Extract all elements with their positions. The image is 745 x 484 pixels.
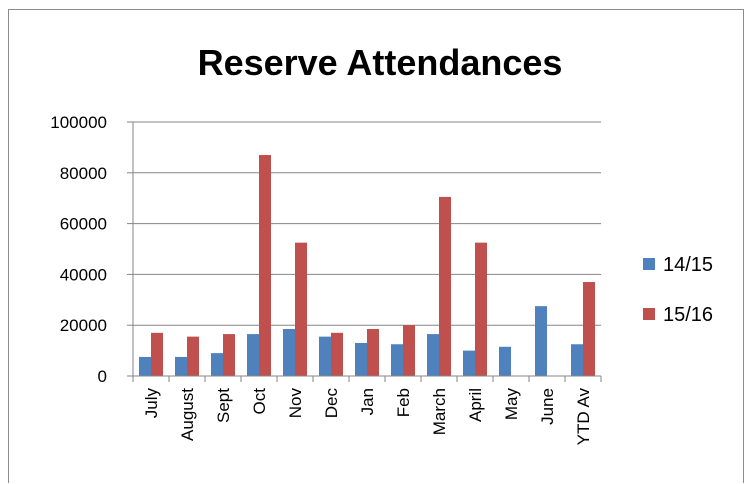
axes: [132, 122, 602, 382]
chart-frame: [8, 9, 744, 483]
bar-series1: [391, 344, 403, 376]
legend-label: 15/16: [663, 304, 713, 326]
bar-series2: [259, 155, 271, 376]
bar-series2: [151, 332, 163, 376]
bar-series1: [499, 346, 511, 376]
legend-swatch: [643, 308, 655, 320]
x-category-label: March: [430, 388, 449, 435]
bar-series2: [187, 336, 199, 376]
y-tick-label: 0: [98, 367, 107, 386]
bar-series1: [175, 356, 187, 376]
x-category-label: July: [142, 388, 161, 419]
x-category-label: Feb: [394, 388, 413, 417]
bar-series2: [475, 242, 487, 376]
bar-series2: [223, 334, 235, 376]
x-category-label: Nov: [286, 388, 305, 419]
legend-label: 14/15: [663, 254, 713, 276]
bar-series2: [295, 242, 307, 376]
x-category-label: Jan: [358, 388, 377, 415]
bars: [139, 155, 595, 376]
bar-series2: [403, 325, 415, 376]
x-category-label: August: [178, 388, 197, 441]
bar-series1: [355, 342, 367, 376]
bar-series2: [583, 282, 595, 376]
x-category-label: May: [502, 388, 521, 421]
x-category-label: Dec: [322, 388, 341, 419]
y-tick-label: 40000: [60, 265, 107, 284]
y-tick-label: 100000: [50, 113, 107, 132]
y-tick-label: 60000: [60, 215, 107, 234]
x-axis-labels: July August Sept Oct Nov Dec Jan Feb March April M…: [142, 388, 593, 446]
bar-series1: [463, 350, 475, 376]
y-tick-label: 80000: [60, 164, 107, 183]
bar-series1: [139, 356, 151, 376]
bar-series1: [283, 329, 295, 376]
x-category-label: Oct: [250, 388, 269, 415]
chart-title: Reserve Attendances: [198, 42, 563, 83]
bar-series1: [571, 344, 583, 376]
bar-series1: [535, 306, 547, 376]
bar-series2: [367, 329, 379, 376]
bar-series2: [331, 332, 343, 376]
legend-swatch: [643, 258, 655, 270]
x-category-label: April: [466, 388, 485, 422]
y-axis-ticks: 0 20000 40000 60000 80000 100000: [50, 113, 133, 386]
y-tick-label: 20000: [60, 316, 107, 335]
legend: 14/15 15/16: [643, 254, 713, 326]
bar-series2: [439, 196, 451, 376]
x-category-label: June: [538, 388, 557, 425]
bar-series1: [319, 336, 331, 376]
bar-series1: [211, 353, 223, 376]
bar-series1: [427, 334, 439, 376]
x-category-label: YTD Av: [574, 388, 593, 446]
x-category-label: Sept: [214, 388, 233, 423]
bar-series1: [247, 334, 259, 376]
